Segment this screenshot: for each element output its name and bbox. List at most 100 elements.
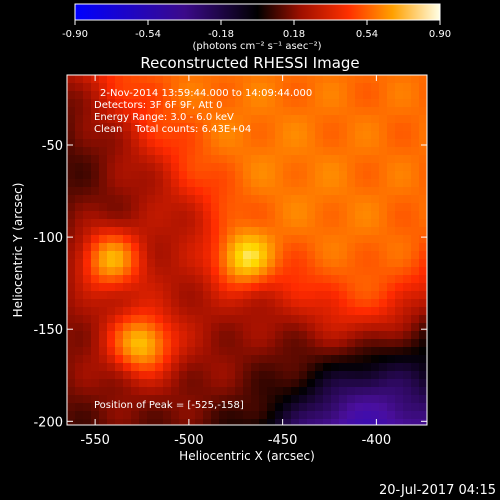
heatmap-cell — [419, 307, 427, 316]
heatmap-cell — [363, 203, 372, 212]
heatmap-cell — [379, 131, 388, 140]
heatmap-cell — [347, 131, 356, 140]
heatmap-cell — [403, 283, 412, 292]
heatmap-cell — [363, 411, 372, 420]
heatmap-cell — [235, 291, 244, 300]
heatmap-cell — [203, 315, 212, 324]
heatmap-cell — [227, 243, 236, 252]
heatmap-cell — [187, 115, 196, 124]
heatmap-cell — [419, 275, 427, 284]
heatmap-cell — [147, 347, 156, 356]
heatmap-cell — [283, 379, 292, 388]
heatmap-cell — [371, 99, 380, 108]
heatmap-cell — [307, 203, 316, 212]
heatmap-cell — [331, 115, 340, 124]
heatmap-cell — [347, 147, 356, 156]
heatmap-cell — [283, 219, 292, 228]
heatmap-cell — [323, 355, 332, 364]
heatmap-cell — [107, 307, 116, 316]
heatmap-cell — [251, 123, 260, 132]
heatmap-cell — [99, 243, 108, 252]
heatmap-cell — [211, 403, 220, 412]
heatmap-cell — [147, 411, 156, 420]
heatmap-cell — [347, 259, 356, 268]
heatmap-cell — [203, 131, 212, 140]
heatmap-cell — [283, 163, 292, 172]
heatmap-cell — [403, 347, 412, 356]
heatmap-cell — [163, 307, 172, 316]
heatmap-cell — [227, 115, 236, 124]
heatmap-cell — [259, 387, 268, 396]
heatmap-cell — [171, 83, 180, 92]
heatmap-cell — [307, 235, 316, 244]
heatmap-cell — [179, 131, 188, 140]
heatmap-cell — [363, 275, 372, 284]
heatmap-cell — [259, 371, 268, 380]
heatmap-cell — [275, 299, 284, 308]
heatmap-cell — [83, 379, 92, 388]
heatmap-cell — [195, 139, 204, 148]
heatmap-cell — [131, 331, 140, 340]
heatmap-cell — [131, 115, 140, 124]
heatmap-cell — [363, 307, 372, 316]
heatmap-cell — [387, 251, 396, 260]
heatmap-cell — [147, 267, 156, 276]
heatmap-cell — [291, 179, 300, 188]
heatmap-cell — [155, 107, 164, 116]
heatmap-cell — [267, 155, 276, 164]
heatmap-cell — [107, 139, 116, 148]
heatmap-cell — [251, 379, 260, 388]
heatmap-cell — [291, 235, 300, 244]
heatmap-cell — [203, 307, 212, 316]
heatmap-cell — [315, 83, 324, 92]
heatmap-cell — [195, 331, 204, 340]
heatmap-cell — [403, 75, 412, 84]
heatmap-cell — [139, 363, 148, 372]
heatmap-cell — [195, 163, 204, 172]
heatmap-cell — [251, 403, 260, 412]
heatmap-cell — [163, 131, 172, 140]
heatmap-cell — [211, 307, 220, 316]
x-tick-label: -500 — [174, 433, 204, 448]
heatmap-cell — [371, 283, 380, 292]
heatmap-cell — [139, 419, 148, 425]
heatmap-cell — [235, 243, 244, 252]
heatmap-cell — [163, 387, 172, 396]
heatmap-cell — [123, 411, 132, 420]
heatmap-cell — [83, 307, 92, 316]
heatmap-cell — [107, 187, 116, 196]
heatmap-cell — [123, 243, 132, 252]
heatmap-cell — [339, 339, 348, 348]
heatmap-cell — [355, 355, 364, 364]
heatmap-cell — [243, 403, 252, 412]
heatmap-cell — [299, 139, 308, 148]
heatmap-cell — [147, 291, 156, 300]
heatmap-cell — [195, 91, 204, 100]
heatmap-cell — [83, 395, 92, 404]
heatmap-cell — [371, 203, 380, 212]
heatmap-cell — [403, 155, 412, 164]
heatmap-cell — [227, 347, 236, 356]
heatmap-cell — [219, 267, 228, 276]
heatmap-cell — [203, 235, 212, 244]
heatmap-cell — [355, 75, 364, 84]
heatmap-cell — [107, 379, 116, 388]
heatmap-cell — [331, 155, 340, 164]
heatmap-cell — [331, 283, 340, 292]
heatmap-cell — [355, 115, 364, 124]
heatmap-cell — [283, 147, 292, 156]
heatmap-cell — [243, 115, 252, 124]
heatmap-cell — [251, 339, 260, 348]
heatmap-cell — [379, 347, 388, 356]
heatmap-cell — [331, 195, 340, 204]
heatmap-cell — [115, 267, 124, 276]
heatmap-cell — [251, 99, 260, 108]
heatmap-cell — [395, 115, 404, 124]
heatmap-cell — [395, 163, 404, 172]
heatmap-cell — [107, 323, 116, 332]
heatmap-cell — [139, 411, 148, 420]
heatmap-cell — [123, 115, 132, 124]
heatmap-cell — [171, 371, 180, 380]
heatmap-cell — [331, 363, 340, 372]
heatmap-cell — [411, 395, 420, 404]
